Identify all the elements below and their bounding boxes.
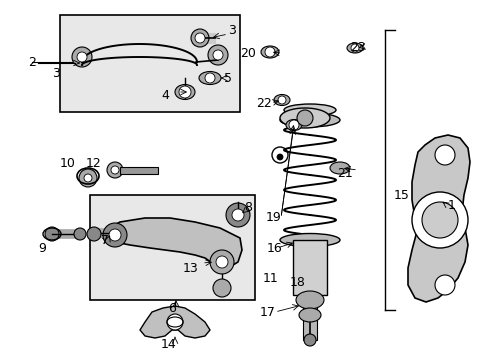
Circle shape — [111, 166, 119, 174]
Ellipse shape — [346, 43, 362, 53]
Text: 2: 2 — [28, 55, 36, 68]
Ellipse shape — [295, 291, 324, 309]
Text: 23: 23 — [349, 41, 365, 54]
Text: 21: 21 — [336, 166, 352, 180]
Circle shape — [207, 45, 227, 65]
Circle shape — [179, 86, 191, 98]
Circle shape — [107, 162, 123, 178]
Circle shape — [231, 209, 244, 221]
Circle shape — [77, 52, 87, 62]
Circle shape — [74, 228, 86, 240]
Text: 9: 9 — [38, 242, 46, 255]
Ellipse shape — [273, 95, 289, 105]
Bar — [292, 240, 326, 295]
Circle shape — [276, 154, 283, 160]
Ellipse shape — [284, 104, 335, 116]
Text: 20: 20 — [240, 46, 255, 59]
Text: 18: 18 — [289, 276, 305, 289]
Circle shape — [434, 275, 454, 295]
Text: 10: 10 — [60, 157, 76, 170]
Circle shape — [195, 33, 204, 43]
Circle shape — [79, 169, 97, 187]
Ellipse shape — [285, 120, 302, 131]
Ellipse shape — [280, 234, 339, 247]
Text: 5: 5 — [224, 72, 231, 85]
Circle shape — [103, 223, 127, 247]
Text: 6: 6 — [168, 302, 176, 315]
Circle shape — [350, 44, 358, 52]
Circle shape — [167, 314, 183, 330]
Text: 1: 1 — [447, 198, 455, 212]
Text: 14: 14 — [161, 338, 177, 351]
Ellipse shape — [298, 308, 320, 322]
Bar — [90, 195, 254, 300]
Polygon shape — [407, 135, 469, 302]
Text: 3: 3 — [52, 67, 60, 80]
Text: 4: 4 — [161, 89, 168, 102]
Circle shape — [84, 174, 92, 182]
Circle shape — [45, 227, 59, 241]
Circle shape — [213, 50, 223, 60]
Text: 16: 16 — [266, 242, 282, 255]
Polygon shape — [100, 218, 242, 268]
Text: 22: 22 — [256, 96, 271, 109]
Text: 8: 8 — [244, 201, 251, 213]
Circle shape — [72, 47, 92, 67]
Circle shape — [204, 73, 215, 83]
Ellipse shape — [199, 72, 221, 85]
Ellipse shape — [280, 113, 339, 127]
Circle shape — [296, 110, 312, 126]
Text: 7: 7 — [101, 234, 109, 247]
Circle shape — [264, 47, 274, 57]
Text: 11: 11 — [263, 271, 278, 284]
Circle shape — [434, 145, 454, 165]
Circle shape — [87, 227, 101, 241]
Ellipse shape — [175, 85, 195, 99]
Circle shape — [209, 250, 234, 274]
Circle shape — [411, 192, 467, 248]
Text: 13: 13 — [183, 261, 199, 274]
Bar — [120, 167, 158, 174]
Polygon shape — [140, 306, 209, 338]
Circle shape — [304, 334, 315, 346]
Circle shape — [109, 229, 121, 241]
Circle shape — [216, 256, 227, 268]
Circle shape — [421, 202, 457, 238]
Text: 12: 12 — [86, 157, 102, 170]
Circle shape — [278, 96, 285, 104]
Bar — [60, 15, 240, 112]
Circle shape — [191, 29, 208, 47]
Bar — [303, 295, 316, 340]
Ellipse shape — [261, 46, 279, 58]
Ellipse shape — [329, 162, 349, 174]
Ellipse shape — [280, 108, 329, 128]
Text: 17: 17 — [260, 306, 275, 319]
Circle shape — [288, 120, 298, 130]
Text: 15: 15 — [393, 189, 409, 202]
Circle shape — [213, 279, 230, 297]
Text: 19: 19 — [265, 211, 281, 224]
Circle shape — [225, 203, 249, 227]
Text: 3: 3 — [227, 23, 235, 36]
